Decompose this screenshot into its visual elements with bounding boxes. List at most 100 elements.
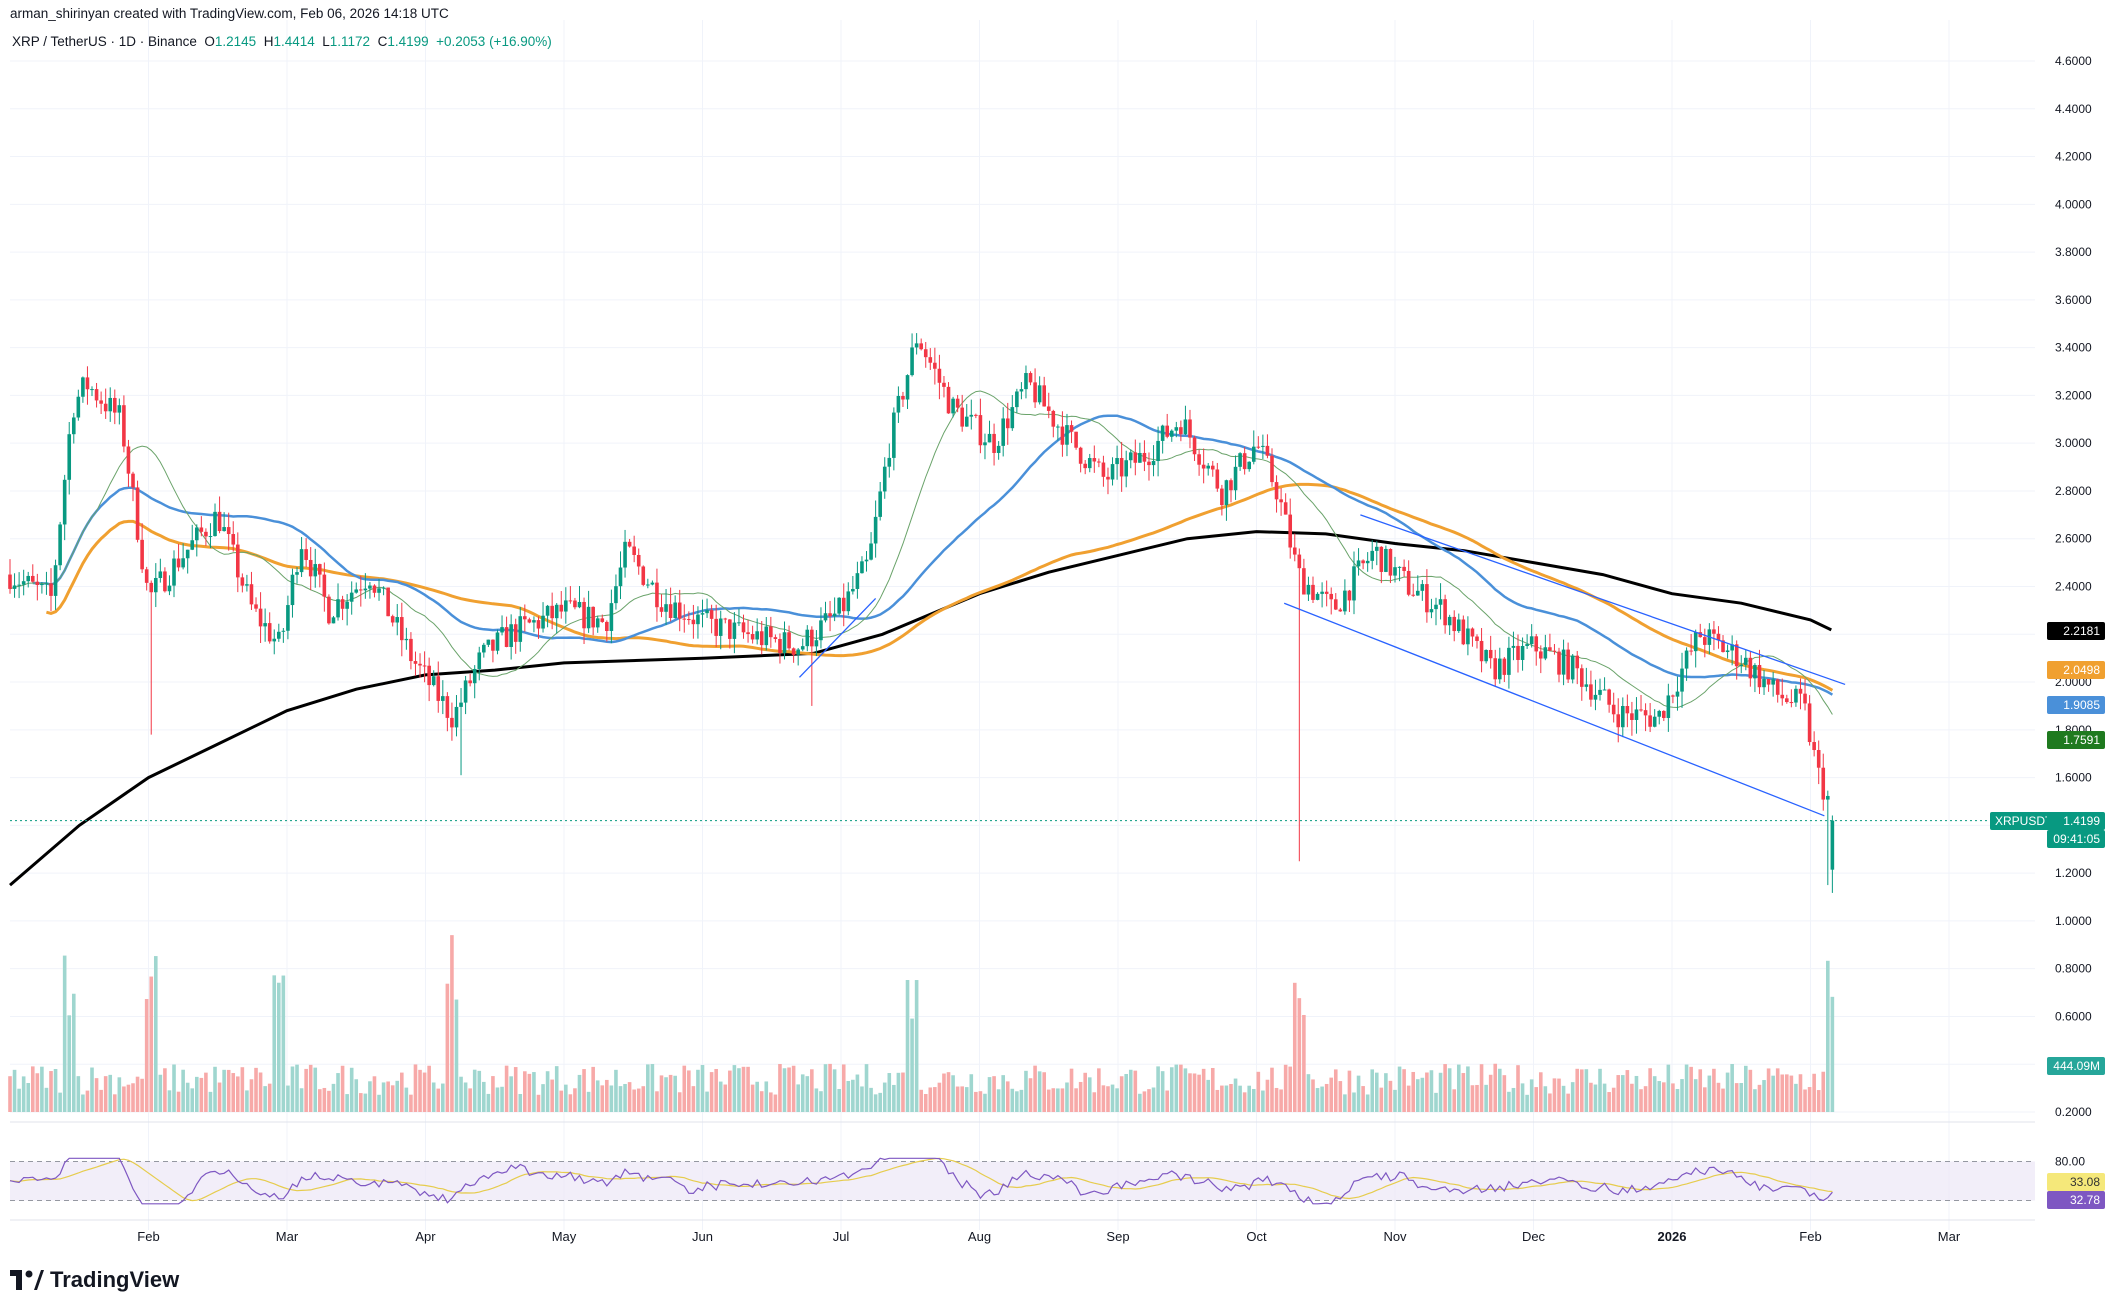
- volume-bar: [295, 1064, 299, 1112]
- volume-bar: [983, 1093, 987, 1112]
- candle-body: [1593, 694, 1598, 700]
- price-axis-label: 3.6000: [2055, 293, 2092, 307]
- volume-bar: [1183, 1068, 1188, 1112]
- volume-bar: [1015, 1091, 1019, 1112]
- candle-body: [1566, 649, 1570, 680]
- candle-body: [1443, 599, 1447, 626]
- candle-body: [750, 634, 755, 640]
- candle-body: [978, 415, 983, 446]
- price-axis-label: 4.4000: [2055, 102, 2092, 116]
- candle-body: [17, 584, 21, 586]
- candle-body: [409, 638, 413, 662]
- volume-bar: [1037, 1071, 1042, 1112]
- candle-body: [1620, 706, 1625, 728]
- candle-body: [1256, 446, 1261, 448]
- candle-body: [144, 569, 149, 583]
- symbol-price-tag: XRPUSDT: [1990, 812, 2058, 830]
- candle-body: [1270, 455, 1274, 483]
- volume-bar: [286, 1085, 290, 1112]
- volume-bar: [1557, 1078, 1561, 1112]
- volume-bar: [700, 1065, 705, 1112]
- candle-body: [1110, 464, 1115, 480]
- volume-bar: [1570, 1082, 1575, 1112]
- candle-body: [1584, 684, 1589, 687]
- candle-body: [340, 599, 345, 609]
- change-value: +0.2053 (+16.90%): [436, 34, 552, 49]
- volume-bar: [404, 1087, 409, 1112]
- volume-bar: [422, 1072, 427, 1112]
- volume-bar: [1374, 1072, 1379, 1112]
- candle-body: [1634, 709, 1639, 720]
- volume-bar: [1730, 1064, 1734, 1112]
- candle-body: [1147, 461, 1151, 466]
- candle-body: [491, 639, 495, 651]
- candle-body: [272, 638, 277, 642]
- candle-body: [1516, 645, 1520, 660]
- candle-body: [1780, 694, 1785, 699]
- volume-bar: [235, 1076, 240, 1112]
- candle-body: [1689, 650, 1693, 652]
- volume-bar: [368, 1081, 372, 1112]
- volume-bar: [1666, 1064, 1671, 1112]
- volume-bar: [1671, 1083, 1675, 1112]
- volume-bar: [1630, 1083, 1634, 1112]
- candle-body: [1224, 480, 1229, 506]
- volume-bar: [1698, 1069, 1703, 1112]
- volume-bar: [896, 1072, 901, 1112]
- candle-body: [923, 349, 928, 358]
- candle-body: [928, 357, 933, 363]
- volume-bar: [1311, 1079, 1315, 1112]
- volume-bar: [759, 1091, 764, 1112]
- volume-bar: [167, 1090, 172, 1112]
- volume-bar: [1616, 1075, 1621, 1112]
- trend-channel-line[interactable]: [798, 597, 877, 678]
- volume-bar: [1256, 1071, 1261, 1112]
- candle-body: [53, 565, 58, 596]
- candle-body: [1570, 655, 1575, 680]
- volume-bar: [928, 1087, 933, 1112]
- candle-body: [1379, 546, 1384, 572]
- volume-bar: [864, 1064, 869, 1112]
- candle-body: [199, 527, 204, 532]
- time-axis-label: Feb: [1799, 1229, 1821, 1244]
- trend-channel-line[interactable]: [1283, 602, 1825, 817]
- candle-body: [231, 534, 236, 545]
- price-axis-label: 1.0000: [2055, 914, 2092, 928]
- candle-body: [194, 527, 199, 541]
- volume-bar: [1220, 1085, 1224, 1112]
- volume-bar: [532, 1072, 536, 1112]
- volume-bar: [923, 1093, 928, 1112]
- candle-body: [85, 377, 90, 390]
- volume-bar: [44, 1087, 49, 1112]
- volume-bar: [992, 1076, 996, 1112]
- candle-body: [1739, 664, 1744, 667]
- candle-body: [828, 613, 832, 617]
- volume-bar: [495, 1087, 500, 1112]
- candle-body: [1479, 640, 1484, 662]
- candle-body: [117, 405, 122, 413]
- candle-body: [1616, 714, 1621, 728]
- volume-bar: [318, 1089, 322, 1112]
- volume-bar: [336, 1073, 340, 1112]
- candle-body: [495, 632, 500, 651]
- candle-body: [1384, 548, 1388, 572]
- volume-bar: [1083, 1072, 1087, 1112]
- volume-bar: [472, 1069, 477, 1112]
- low-value: 1.1172: [329, 34, 371, 49]
- volume-bar: [17, 1088, 21, 1112]
- candle-body: [208, 536, 213, 538]
- volume-bar: [1283, 1064, 1288, 1112]
- volume-bar: [331, 1083, 336, 1112]
- volume-bar: [1302, 1014, 1306, 1112]
- volume-bar: [94, 1078, 99, 1112]
- volume-bar: [905, 980, 910, 1112]
- candle-body: [864, 559, 869, 562]
- volume-bar: [1452, 1089, 1457, 1112]
- tradingview-logo[interactable]: TradingView: [10, 1267, 179, 1293]
- volume-bar: [1639, 1089, 1643, 1112]
- trend-channel-line[interactable]: [1360, 514, 1846, 686]
- volume-bar: [728, 1070, 732, 1112]
- volume-bar: [1110, 1084, 1115, 1112]
- volume-bar: [1511, 1087, 1516, 1112]
